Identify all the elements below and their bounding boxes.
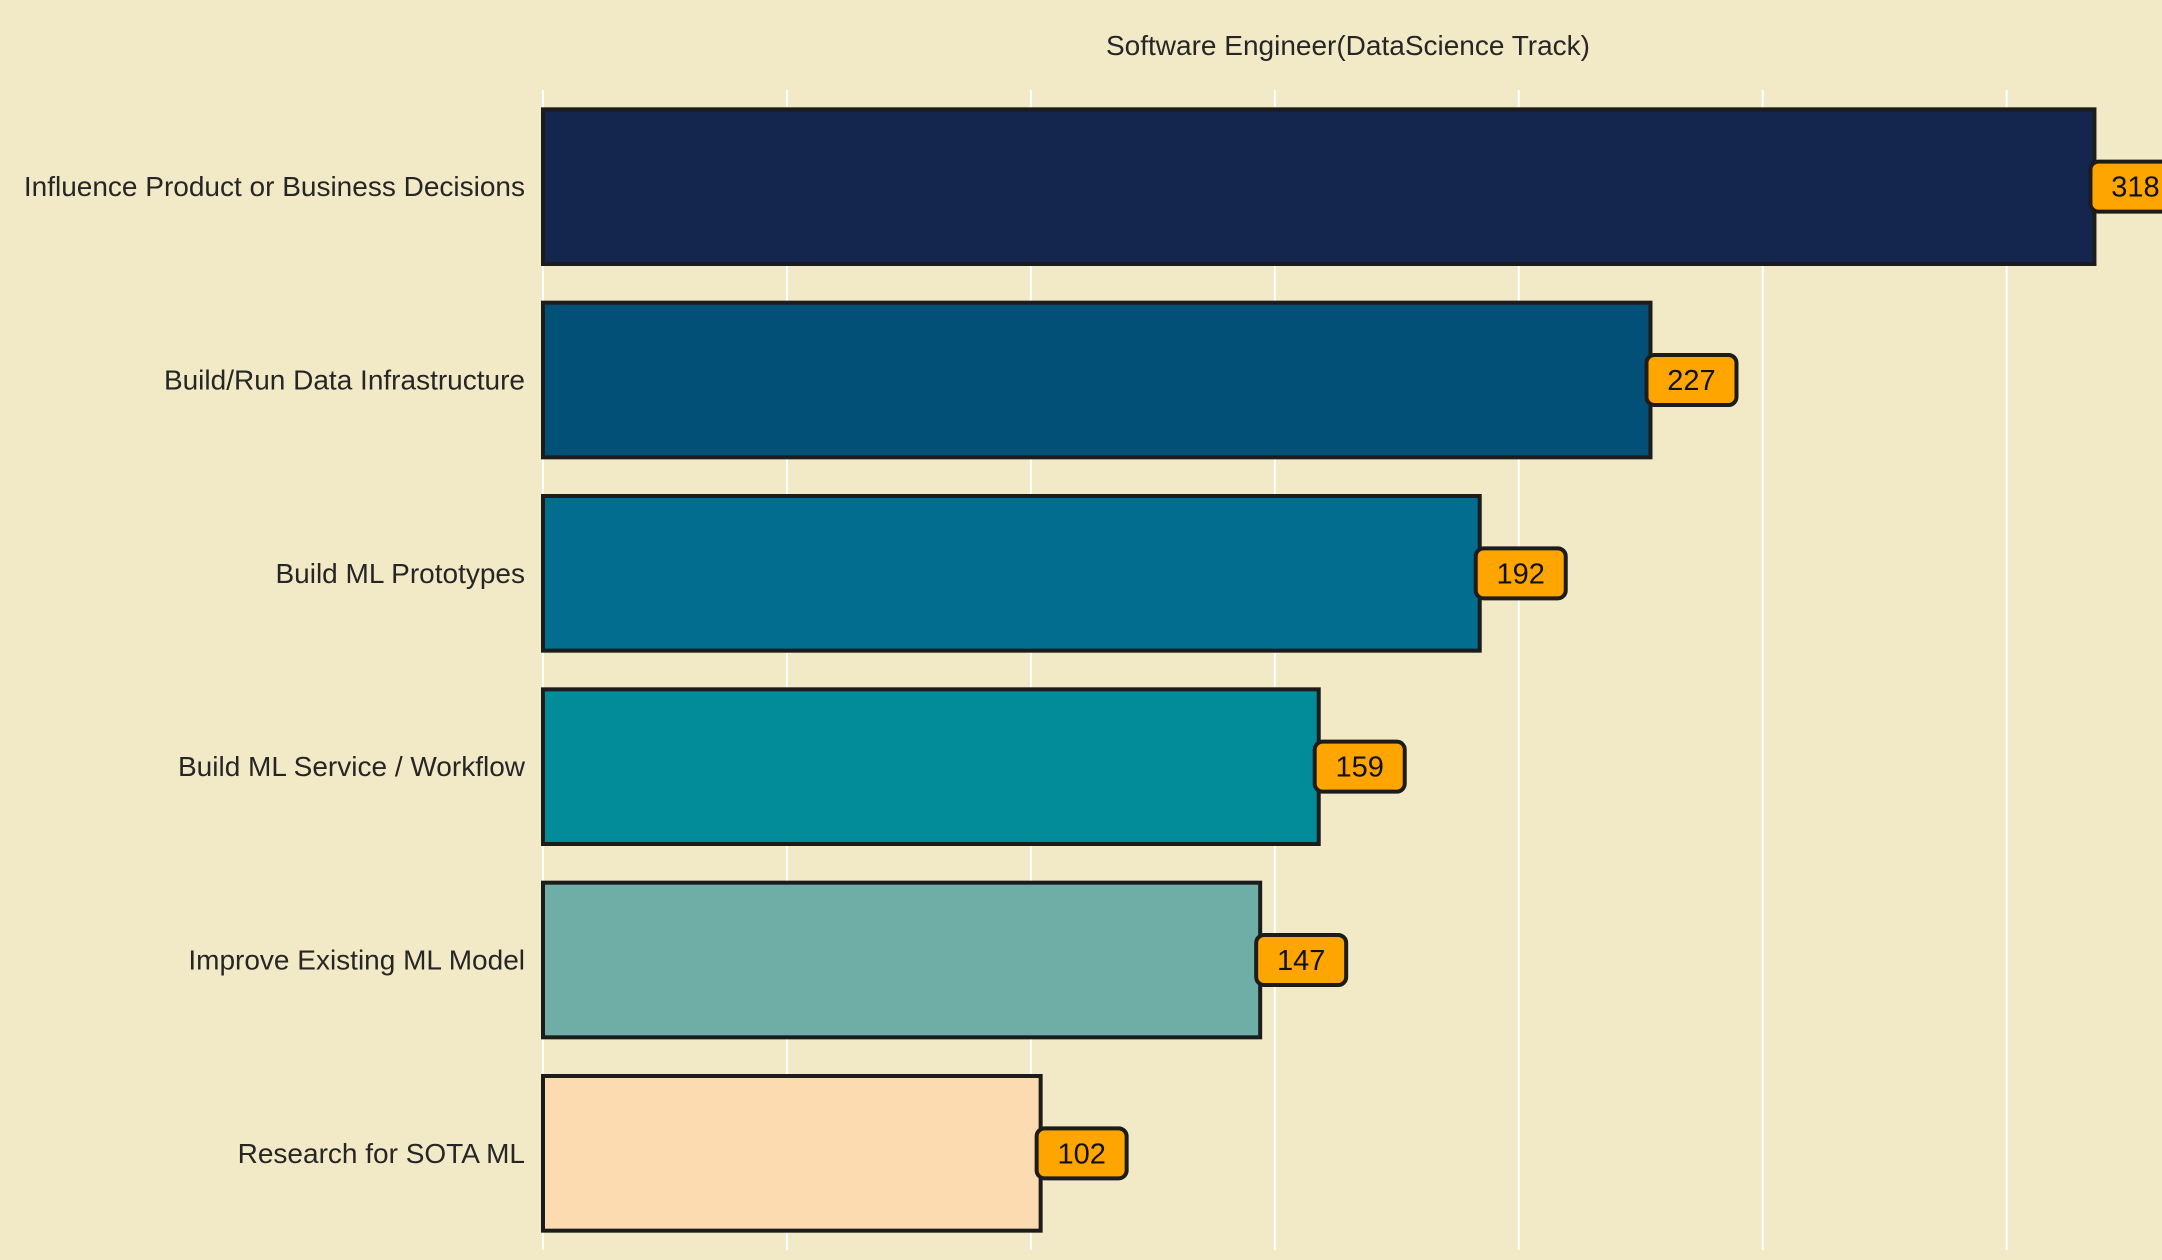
category-labels: Influence Product or Business Decisions B… bbox=[24, 171, 526, 1169]
value-label-text-2: 192 bbox=[1497, 558, 1545, 590]
value-labels: 318 227 192 159 147 102 bbox=[1034, 159, 2162, 1181]
category-label-3: Build ML Service / Workflow bbox=[178, 751, 526, 782]
bar-1 bbox=[541, 300, 1653, 460]
value-label-box-1 bbox=[1644, 353, 1739, 407]
value-label-box-4 bbox=[1254, 933, 1349, 987]
gridlines bbox=[542, 90, 2008, 1250]
bars bbox=[541, 107, 2097, 1233]
category-label-2: Build ML Prototypes bbox=[275, 558, 525, 589]
category-label-5: Research for SOTA ML bbox=[238, 1138, 525, 1169]
bar-4 bbox=[541, 880, 1263, 1040]
value-label-1: 227 bbox=[1644, 353, 1739, 407]
category-label-1: Build/Run Data Infrastructure bbox=[164, 365, 525, 396]
bar-5 bbox=[541, 1074, 1043, 1233]
value-label-box-0 bbox=[2088, 159, 2162, 214]
bar-0 bbox=[541, 107, 2097, 267]
value-label-text-5: 102 bbox=[1057, 1138, 1105, 1170]
bar-3 bbox=[541, 687, 1321, 846]
category-label-4: Improve Existing ML Model bbox=[188, 945, 525, 976]
value-label-2: 192 bbox=[1473, 546, 1568, 601]
bar-2 bbox=[541, 494, 1482, 653]
value-label-3: 159 bbox=[1312, 739, 1407, 794]
chart-title: Software Engineer(DataScience Track) bbox=[1106, 30, 1590, 61]
value-label-box-3 bbox=[1312, 739, 1407, 794]
value-label-box-2 bbox=[1473, 546, 1568, 601]
value-label-0: 318 bbox=[2088, 159, 2162, 214]
value-label-text-1: 227 bbox=[1667, 365, 1715, 397]
value-label-text-0: 318 bbox=[2111, 172, 2159, 204]
value-label-5: 102 bbox=[1034, 1126, 1129, 1181]
category-label-0: Influence Product or Business Decisions bbox=[24, 171, 525, 202]
value-label-4: 147 bbox=[1254, 933, 1349, 987]
value-label-text-3: 159 bbox=[1336, 752, 1384, 784]
value-label-box-5 bbox=[1034, 1126, 1129, 1181]
value-label-text-4: 147 bbox=[1277, 945, 1325, 977]
